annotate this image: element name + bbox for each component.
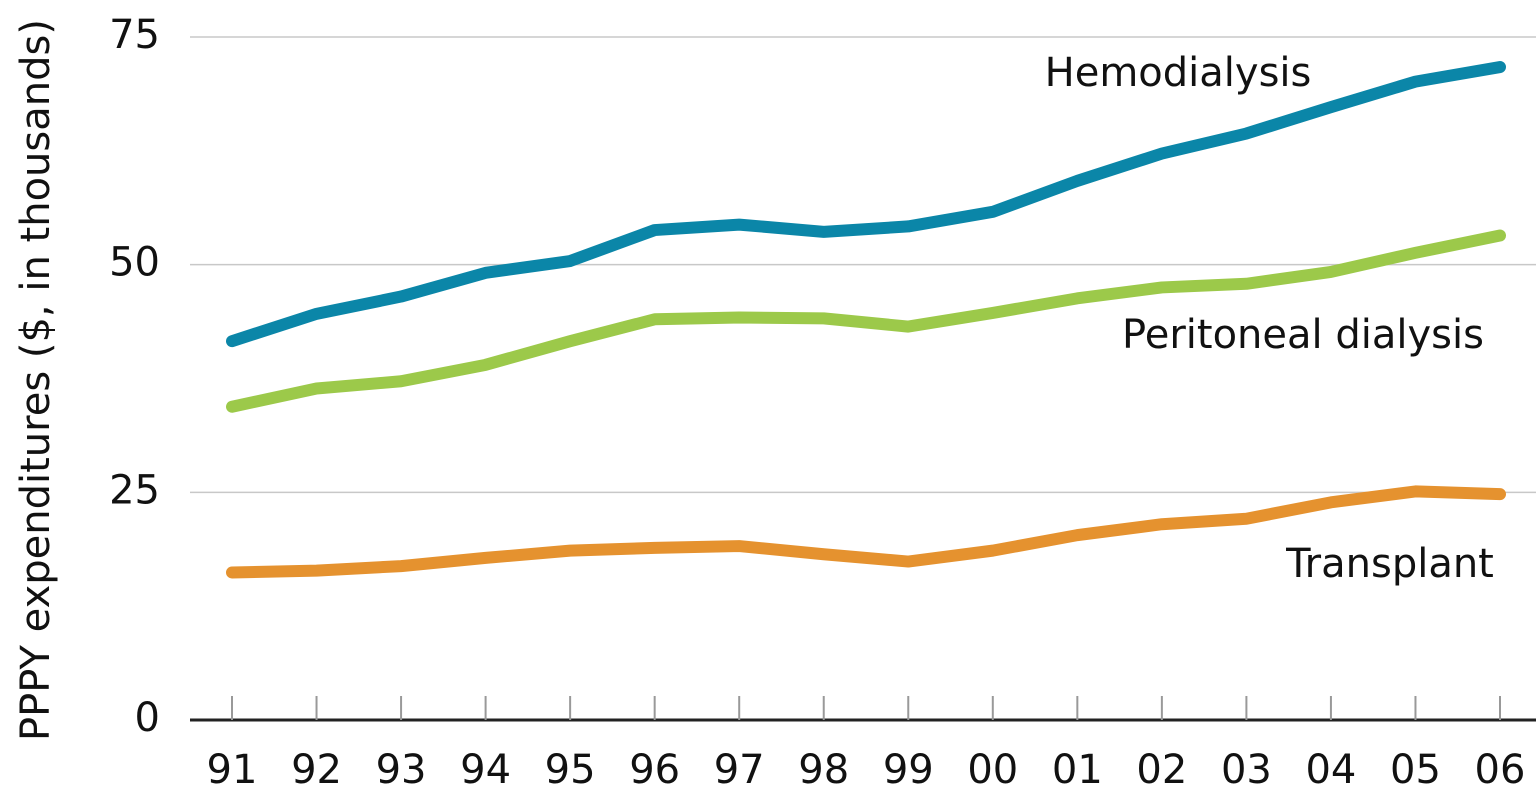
y-axis-label: PPPY expenditures ($, in thousands) (13, 19, 59, 741)
y-tick-label: 75 (109, 12, 160, 58)
series-line (226, 61, 1506, 348)
y-tick-label: 25 (109, 467, 160, 513)
x-tick-label: 93 (376, 747, 427, 793)
x-tick-label: 02 (1136, 747, 1187, 793)
x-tick-label: 99 (883, 747, 934, 793)
x-tick-label: 95 (545, 747, 596, 793)
x-tick-label: 97 (714, 747, 765, 793)
x-tick-label: 05 (1390, 747, 1441, 793)
x-tick-label: 96 (629, 747, 680, 793)
y-tick-label: 0 (135, 695, 160, 741)
x-tick-label: 92 (291, 747, 342, 793)
x-tick-label: 94 (460, 747, 511, 793)
series-label: Transplant (1285, 541, 1494, 587)
x-tick-label: 04 (1305, 747, 1356, 793)
x-tick-label: 03 (1221, 747, 1272, 793)
x-tick-label: 00 (967, 747, 1018, 793)
x-tick-label: 91 (207, 747, 258, 793)
series-label: Peritoneal dialysis (1122, 312, 1484, 358)
series-line (226, 229, 1506, 413)
series-label: Hemodialysis (1045, 50, 1312, 96)
x-tick-label: 06 (1475, 747, 1526, 793)
series-line (226, 485, 1506, 579)
x-tick-label: 01 (1052, 747, 1103, 793)
y-tick-label: 50 (109, 240, 160, 286)
x-tick-label: 98 (798, 747, 849, 793)
